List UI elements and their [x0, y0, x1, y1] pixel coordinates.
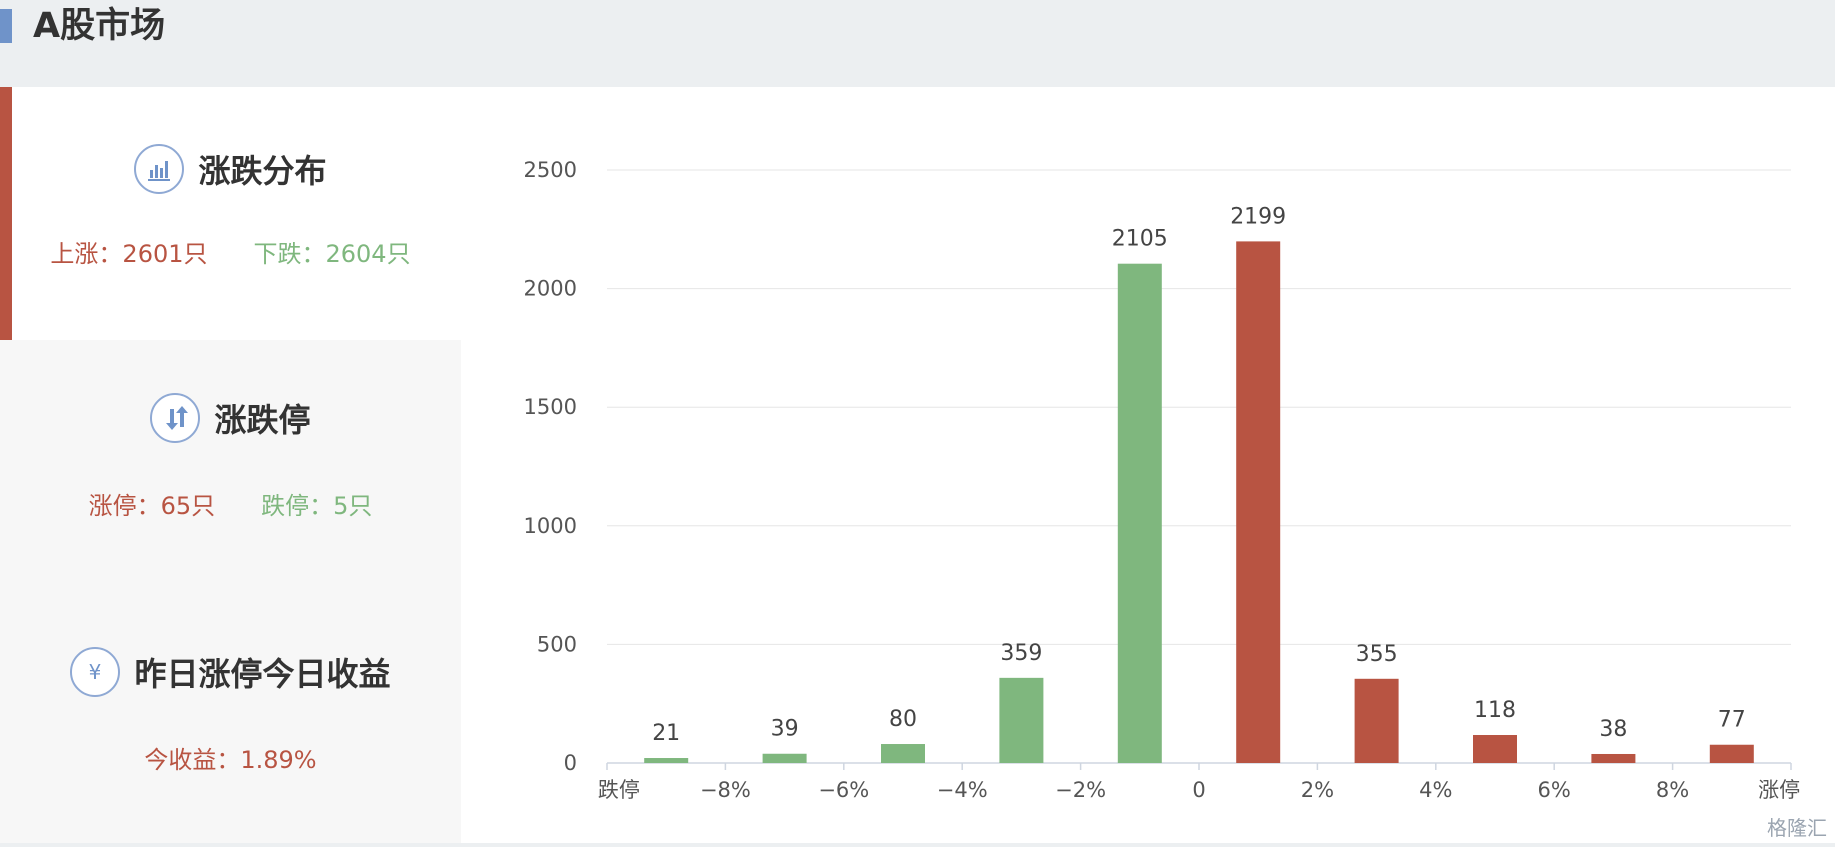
x-tick-label: −6% [818, 778, 869, 802]
page-title: A股市场 [33, 6, 166, 46]
limit-up-count: 涨停：65只 [88, 492, 216, 520]
x-tick-label: −4% [937, 778, 988, 802]
x-tick-label: 6% [1538, 778, 1571, 802]
bar [762, 753, 807, 763]
data-label: 2199 [1230, 204, 1286, 229]
section-title-row: ¥ 昨日涨停今日收益 [0, 644, 461, 700]
stats-row: 今收益：1.89% [0, 740, 461, 775]
section-yield[interactable]: ¥ 昨日涨停今日收益 今收益：1.89% [0, 592, 461, 843]
x-tick-label: −8% [700, 778, 751, 802]
section-distribution[interactable]: 涨跌分布 上涨：2601只 下跌：2604只 [0, 87, 461, 340]
y-tick-label: 0 [564, 751, 577, 775]
bar [1354, 678, 1399, 763]
data-label: 2105 [1112, 227, 1168, 252]
x-tick-label: 4% [1419, 778, 1452, 802]
limit-down-count: 跌停：5只 [261, 492, 373, 520]
y-tick-label: 1500 [524, 395, 577, 419]
data-label: 80 [889, 707, 917, 732]
x-tick-label: 涨停 [1758, 778, 1800, 802]
x-tick-label: 0 [1192, 778, 1205, 802]
header-accent-bar [0, 9, 12, 43]
stats-row: 涨停：65只 跌停：5只 [0, 486, 461, 521]
x-tick-label: 8% [1656, 778, 1689, 802]
up-down-arrows-icon [150, 393, 201, 443]
y-tick-label: 2000 [524, 277, 577, 301]
section-title: 涨跌停 [214, 401, 311, 439]
watermark: 格隆汇 [1767, 816, 1827, 840]
yen-icon: ¥ [70, 647, 121, 697]
bar [999, 677, 1044, 763]
svg-text:¥: ¥ [89, 660, 102, 684]
data-label: 77 [1718, 708, 1746, 733]
data-label: 355 [1356, 642, 1398, 667]
header: A股市场 [0, 0, 1835, 87]
left-menu: 涨跌分布 上涨：2601只 下跌：2604只 涨跌停 涨停：65只 [0, 87, 461, 843]
bar [1236, 241, 1281, 763]
data-label: 359 [1000, 641, 1042, 666]
section-limit[interactable]: 涨跌停 涨停：65只 跌停：5只 [0, 340, 461, 592]
market-panel: 涨跌分布 上涨：2601只 下跌：2604只 涨跌停 涨停：65只 [0, 87, 1835, 843]
bar-chart-icon [134, 144, 185, 194]
distribution-chart: 0 500 1000 1500 2000 2500 跌停 −8% −6% −4% −2% 0 2% 4% 6… [461, 87, 1835, 843]
distribution-chart-svg: 0 500 1000 1500 2000 2500 跌停 −8% −6% −4% −2% 0 2% 4% 6… [524, 158, 1801, 802]
bar [1473, 735, 1517, 763]
up-count: 上涨：2601只 [50, 240, 208, 268]
x-tick-label: −2% [1055, 778, 1106, 802]
bar [1591, 753, 1636, 763]
bar [644, 758, 689, 763]
y-tick-label: 2500 [524, 158, 577, 182]
y-tick-label: 1000 [524, 514, 577, 538]
section-title-row: 涨跌停 [0, 390, 461, 446]
data-label: 39 [771, 717, 799, 742]
section-title: 昨日涨停今日收益 [134, 655, 391, 693]
section-title-row: 涨跌分布 [0, 141, 461, 197]
x-tick-label: 2% [1301, 778, 1334, 802]
data-label: 118 [1474, 698, 1516, 723]
yield-value: 今收益：1.89% [144, 746, 317, 774]
data-label: 38 [1599, 717, 1627, 742]
bar [1117, 263, 1162, 763]
data-label: 21 [652, 721, 680, 746]
bar [1709, 744, 1754, 763]
bar [881, 744, 925, 763]
section-title: 涨跌分布 [198, 152, 327, 190]
x-tick-label: 跌停 [598, 778, 640, 802]
down-count: 下跌：2604只 [253, 240, 411, 268]
stats-row: 上涨：2601只 下跌：2604只 [0, 234, 461, 269]
y-tick-label: 500 [537, 632, 577, 656]
active-indicator [0, 87, 12, 340]
